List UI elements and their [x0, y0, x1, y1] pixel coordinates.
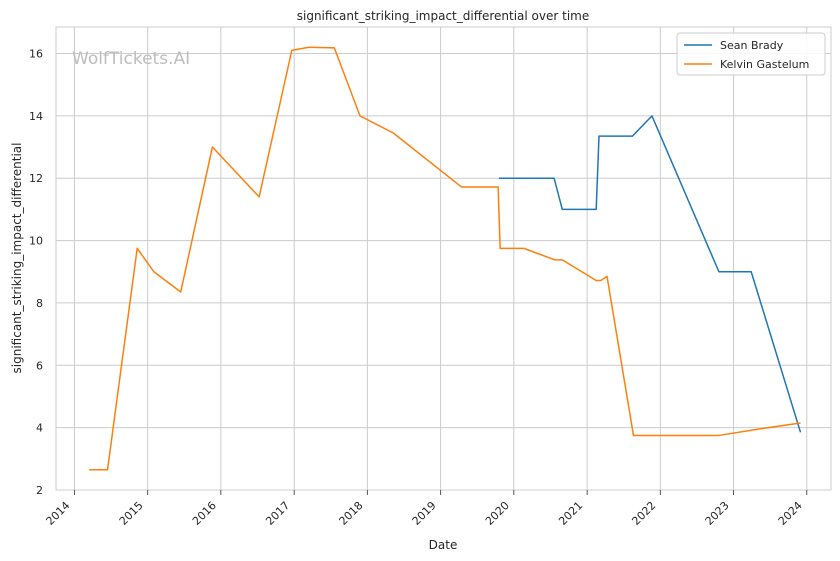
- x-tick-label: 2024: [776, 499, 805, 528]
- legend: Sean Brady Kelvin Gastelum: [676, 32, 826, 76]
- plot-frame: [55, 26, 832, 491]
- x-axis-title: Date: [429, 538, 458, 552]
- series-line-kelvin-gastelum: [89, 46, 801, 471]
- x-tick-label: 2017: [263, 499, 292, 528]
- y-tick-label: 6: [36, 359, 43, 372]
- x-tick-label: 2015: [117, 499, 146, 528]
- series-line-sean-brady: [498, 115, 802, 433]
- legend-label-kelvin-gastelum: Kelvin Gastelum: [720, 58, 809, 71]
- x-tick-label: 2021: [556, 499, 585, 528]
- watermark: WolfTickets.AI: [72, 49, 190, 69]
- y-tick-label: 8: [36, 297, 43, 310]
- y-tick-label: 2: [36, 484, 43, 497]
- y-axis-ticks: 2 4 6 8 10 12 14 16: [29, 48, 43, 497]
- legend-label-sean-brady: Sean Brady: [720, 39, 784, 52]
- x-tick-label: 2018: [337, 499, 366, 528]
- y-tick-label: 16: [29, 48, 43, 61]
- x-tick-label: 2022: [629, 499, 658, 528]
- chart-title: significant_striking_impact_differential…: [297, 9, 589, 23]
- legend-box: [676, 32, 826, 76]
- y-tick-label: 14: [29, 110, 43, 123]
- x-tick-label: 2014: [44, 499, 73, 528]
- grid-lines: [56, 27, 831, 491]
- y-tick-label: 4: [36, 422, 43, 435]
- x-tick-label: 2023: [703, 499, 732, 528]
- x-tick-label: 2016: [190, 499, 219, 528]
- x-axis-ticks: 2014 2015 2016 2017 2018 2019 2020 2021 2022 2023…: [44, 490, 808, 528]
- y-tick-label: 10: [29, 235, 43, 248]
- y-tick-label: 12: [29, 172, 43, 185]
- series-lines: [89, 46, 802, 471]
- x-tick-label: 2019: [410, 499, 439, 528]
- x-tick-label: 2020: [483, 499, 512, 528]
- y-axis-title: significant_striking_impact_differential: [10, 143, 24, 374]
